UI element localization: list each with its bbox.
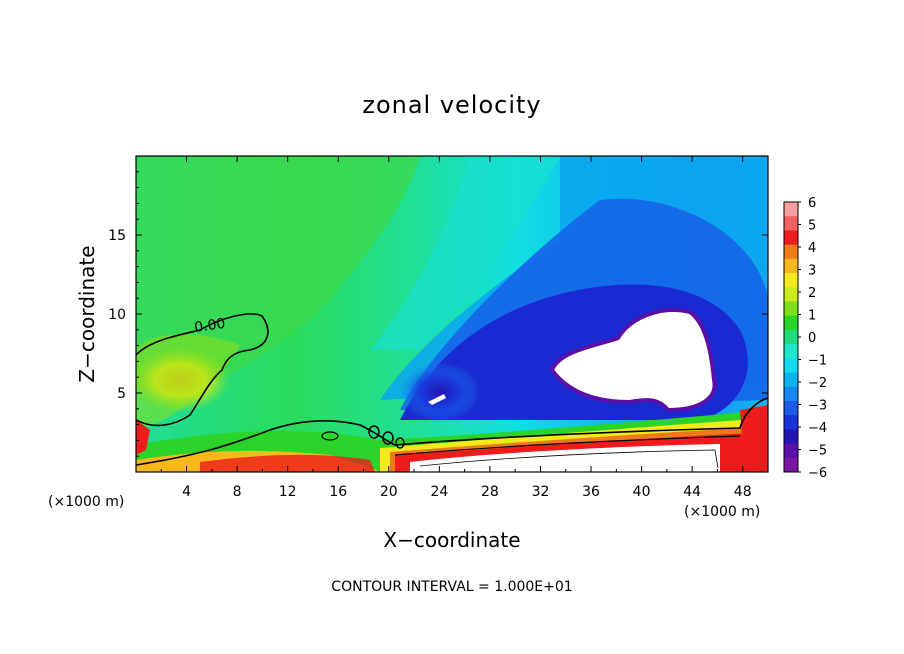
colorbar-swatch [784, 244, 798, 260]
x-tick-label: 28 [481, 484, 499, 500]
y-axis: 5 10 15 [108, 171, 768, 457]
colorbar-swatch [784, 457, 798, 473]
chart-title: zonal velocity [362, 91, 541, 119]
colorbar-swatch [784, 344, 798, 359]
x-unit-left: (×1000 m) [48, 494, 124, 510]
contour-interval-note: CONTOUR INTERVAL = 1.000E+01 [331, 579, 572, 595]
colorbar-swatch [784, 216, 798, 231]
colorbar-swatch [784, 443, 798, 459]
colorbar-swatch [784, 287, 798, 302]
colorbar-swatch [784, 329, 798, 345]
colorbar-swatch [784, 202, 798, 217]
colorbar-swatch [784, 372, 798, 388]
colorbar-tick-label: 0 [808, 331, 816, 346]
colorbar-tick-label: 1 [808, 309, 816, 324]
x-axis-label: X−coordinate [383, 528, 520, 552]
colorbar-swatch [784, 230, 798, 246]
x-tick-label: 24 [430, 484, 448, 500]
x-axis: 4 8 12 16 20 24 28 32 36 40 44 48 [160, 156, 752, 500]
colorbar-tick-label: 6 [808, 196, 816, 211]
colorbar-swatch [784, 315, 798, 331]
x-tick-label: 8 [233, 484, 242, 500]
colorbar-swatch [784, 415, 798, 430]
colorbar-tick-label: −5 [808, 444, 827, 459]
colorbar-tick-label: −3 [808, 399, 827, 414]
colorbar-tick-label: −1 [808, 354, 827, 369]
colorbar-tick-label: −4 [808, 421, 827, 436]
colorbar-swatch [784, 301, 798, 317]
colorbar-swatch [784, 386, 798, 402]
colorbar-swatch [784, 258, 798, 274]
colorbar-tick-label: 4 [808, 241, 816, 256]
x-tick-label: 40 [633, 484, 651, 500]
colorbar: 6 5 4 3 2 1 0 −1 −2 −3 −4 −5 −6 [783, 196, 827, 481]
contour-label: 0.00 [193, 316, 226, 336]
contour-field [136, 156, 768, 472]
x-tick-label: 48 [734, 484, 752, 500]
x-tick-label: 12 [279, 484, 297, 500]
y-tick-label: 5 [117, 386, 126, 402]
colorbar-tick-label: 3 [808, 264, 816, 279]
x-tick-label: 36 [582, 484, 600, 500]
y-tick-label: 15 [108, 228, 126, 244]
colorbar-tick-label: 5 [808, 219, 816, 234]
x-tick-label: 32 [532, 484, 550, 500]
x-unit-right: (×1000 m) [684, 504, 760, 520]
colorbar-tick-label: 2 [808, 286, 816, 301]
y-tick-label: 10 [108, 307, 126, 323]
colorbar-tick-label: −6 [808, 466, 827, 481]
colorbar-swatch [784, 358, 798, 374]
x-tick-label: 44 [683, 484, 701, 500]
colorbar-swatch [784, 400, 798, 416]
x-tick-label: 20 [380, 484, 398, 500]
x-tick-label: 4 [182, 484, 191, 500]
colorbar-tick-label: −2 [808, 376, 827, 391]
colorbar-swatch [784, 429, 798, 445]
colorbar-swatch [784, 273, 798, 288]
x-tick-label: 16 [329, 484, 347, 500]
y-axis-label: Z−coordinate [75, 245, 99, 382]
